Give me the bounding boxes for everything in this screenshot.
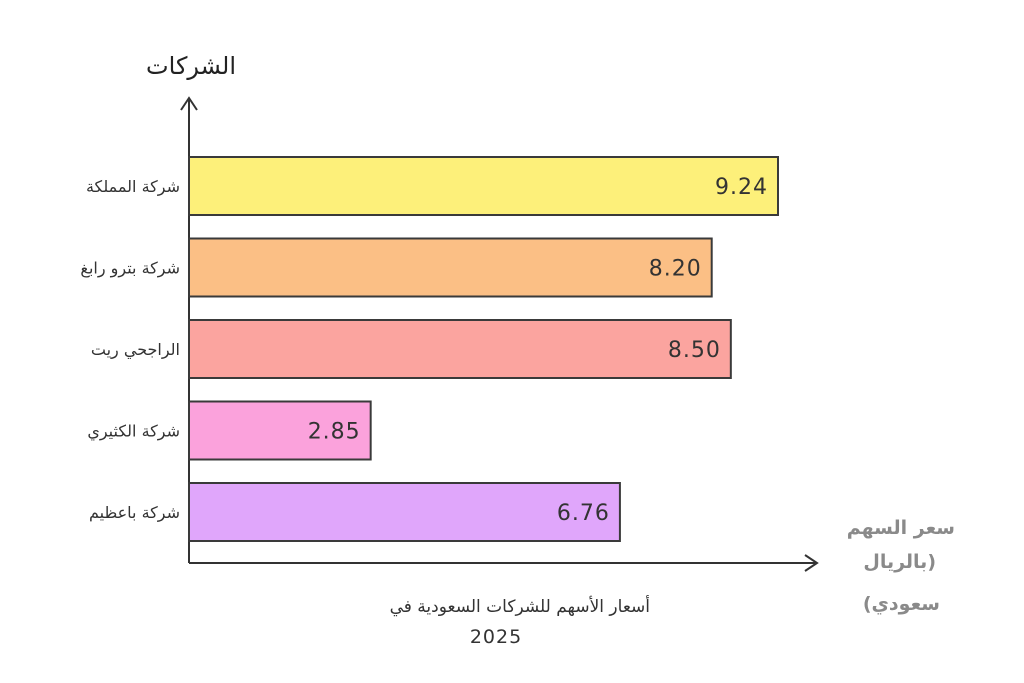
y-axis-arrowhead (180, 96, 198, 111)
bar-value-label-5: 6.76 (557, 501, 610, 526)
chart-caption-line-2: 2025 (470, 626, 522, 648)
bars-group: 9.24 شركة المملكة 8.20 شركة بترو رابغ 8.50 ال… (80, 156, 779, 542)
category-label-3: الراجحي ريت (91, 340, 180, 360)
bar-value-label-4: 2.85 (308, 420, 361, 445)
bar-4 (188, 400, 372, 461)
x-axis-arrowhead (804, 554, 819, 572)
bar-value-label-3: 8.50 (668, 338, 721, 363)
bar-2 (188, 237, 713, 298)
x-axis-title-line-1: سعر السهم (847, 517, 955, 539)
category-label-5: شركة باعظيم (89, 503, 180, 523)
bar-value-label-2: 8.20 (649, 257, 702, 282)
bar-1 (188, 156, 779, 216)
bar-3 (188, 319, 732, 379)
chart-caption-line-1: أسعار الأسهم للشركات السعودية في (390, 595, 650, 617)
category-label-2: شركة بترو رابغ (80, 259, 180, 279)
x-axis-title-line-2: بالريال) (863, 551, 936, 573)
category-label-4: شركة الكثيري (87, 422, 180, 442)
y-axis-title: الشركات (146, 52, 236, 80)
bar-5 (188, 482, 621, 542)
bar-value-label-1: 9.24 (715, 175, 768, 200)
category-label-1: شركة المملكة (86, 177, 180, 197)
x-axis-title-line-3: (سعودي (863, 593, 940, 616)
